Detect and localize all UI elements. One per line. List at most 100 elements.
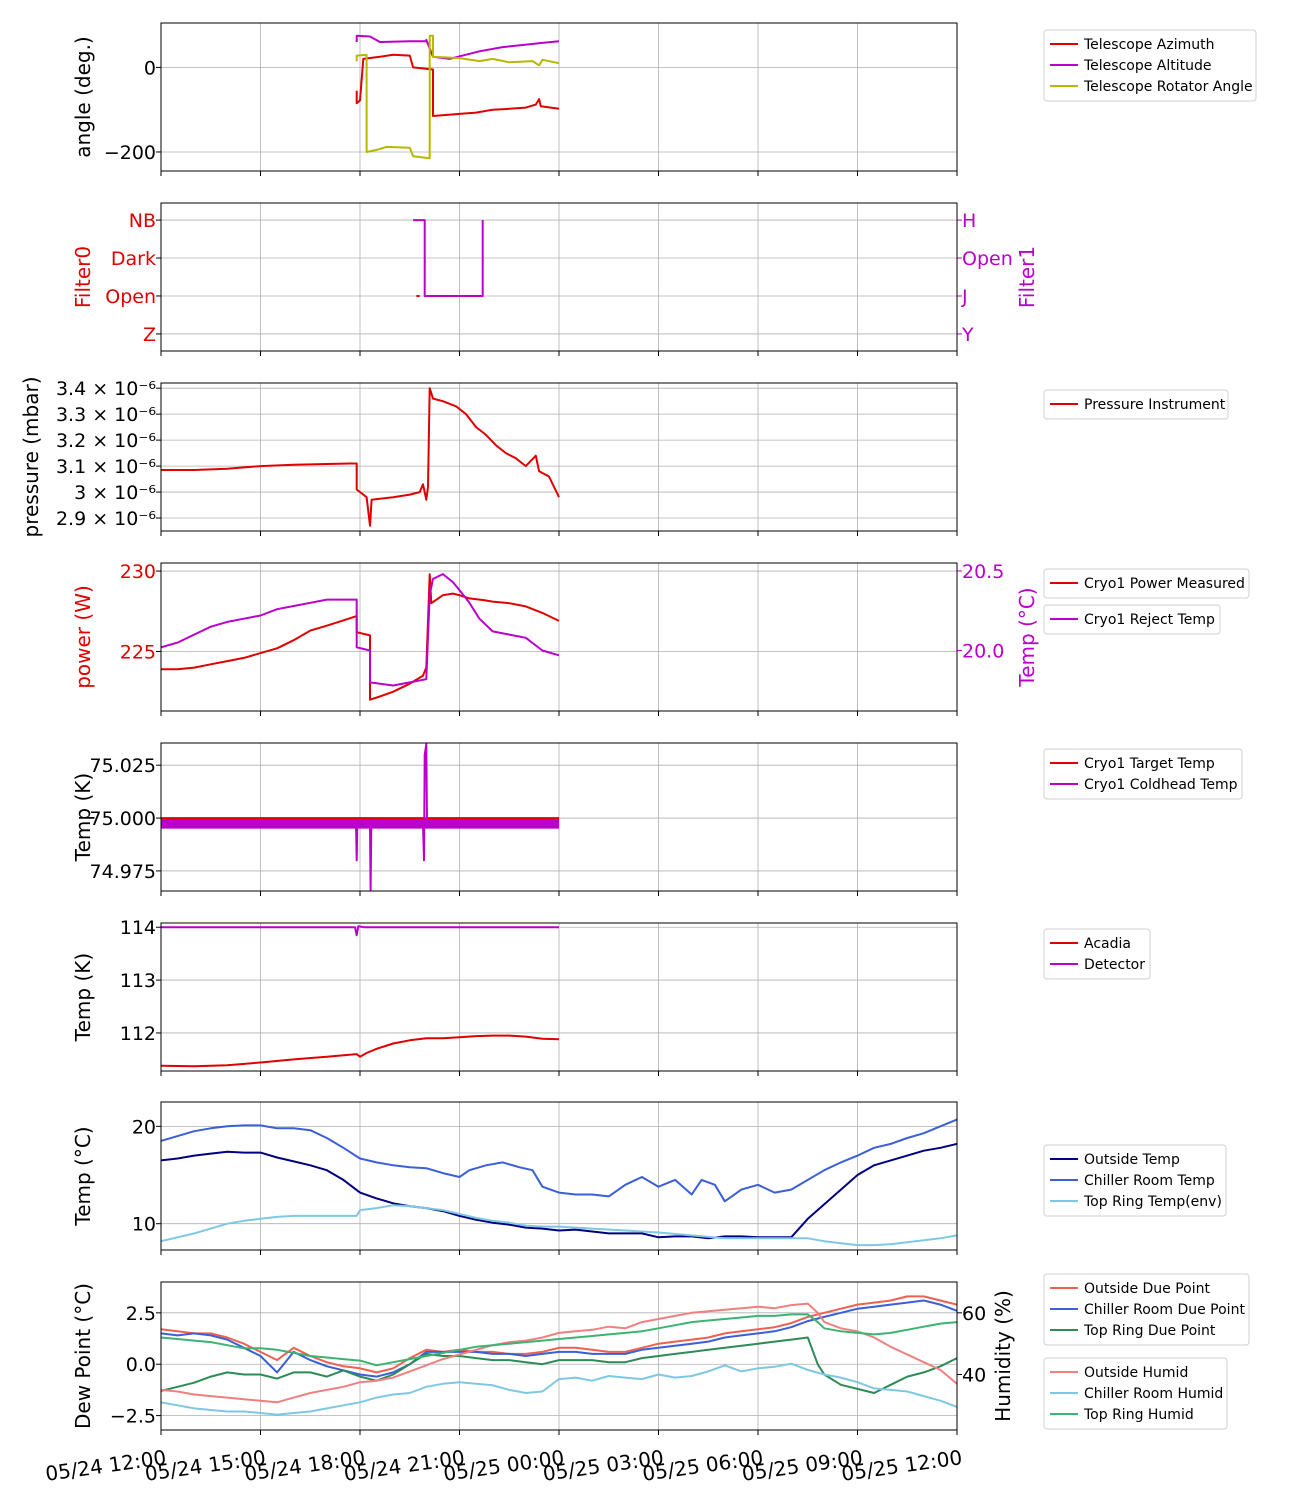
panel-4-ylabel: power (W) — [71, 585, 95, 689]
panel-1-legend-entry-0: Telescope Azimuth — [1083, 37, 1214, 53]
panel-4: 230 225 20.5 20.0 power (W) Temp (°C) — [71, 561, 1039, 716]
panel-7-ytick-1: 10 — [132, 1214, 156, 1236]
panel-8-series-3 — [161, 1302, 957, 1404]
panel-8-legend-entry-5: Top Ring Humid — [1083, 1407, 1194, 1423]
panel-1-series-2 — [355, 34, 560, 160]
panel-1-legend-entry-2: Telescope Rotator Angle — [1083, 79, 1253, 95]
panel-3-series-0 — [161, 387, 560, 527]
panel-1-ytick-0: 0 — [144, 57, 156, 79]
panel-8-ytick-right-0: 60 — [962, 1303, 986, 1325]
panel-8-ytick-1: 0.0 — [126, 1354, 156, 1376]
panel-2: NB Dark Open Z H Open JY Filter0 Filter1 — [71, 202, 1039, 356]
panel-7-series-0 — [161, 1142, 957, 1240]
panel-7-frame — [160, 1101, 958, 1251]
panel-8-series-5 — [161, 1313, 957, 1367]
panel-8-legend: Outside Due Point Chiller Room Due Point T… — [1043, 1273, 1250, 1346]
panel-3-ytick-3: 3.1 × 10⁻⁶ — [56, 456, 156, 478]
panel-2-ytick-right-3: Y — [961, 324, 974, 346]
panel-8-ylabel: Dew Point (°C) — [71, 1283, 95, 1429]
panel-1: 0 −200 angle (deg.) — [71, 22, 958, 176]
panel-8-series-4 — [161, 1362, 957, 1416]
panel-2-ytick-2: Open — [105, 286, 156, 308]
panel-3-ytick-1: 3.3 × 10⁻⁶ — [56, 404, 156, 426]
panel-7-legend-entry-1: Chiller Room Temp — [1084, 1173, 1215, 1189]
panel-3-ytick-2: 3.2 × 10⁻⁶ — [56, 430, 156, 452]
panel-4-legend-frame — [1043, 568, 1250, 599]
panel-6-legend-entry-1: Detector — [1084, 957, 1145, 973]
panel-2-ytick-right-0: H — [962, 210, 976, 232]
panel-8-ytick-0: 2.5 — [126, 1303, 156, 1325]
panel-5-ytick-1: 75.000 — [90, 808, 156, 830]
panel-3-ytick-5: 2.9 × 10⁻⁶ — [56, 508, 156, 530]
panel-6-series-0 — [161, 1034, 560, 1068]
panel-8-legend-entry-1: Chiller Room Due Point — [1084, 1302, 1245, 1318]
panel-2-ylabel: Filter0 — [71, 246, 95, 308]
panel-4-ytick-0: 230 — [120, 561, 156, 583]
panel-5-ytick-2: 74.975 — [90, 861, 156, 883]
panel-8-legend-frame — [1043, 1357, 1228, 1430]
panel-1-legend: Telescope Azimuth Telescope Altitude Teles… — [1043, 29, 1257, 102]
panel-8: 2.5 0.0 −2.5 60 40 Dew Point (°C) Humidity (%)… — [44, 1281, 1015, 1486]
panel-3: 3.4 × 10⁻⁶ 3.3 × 10⁻⁶ 3.2 × 10⁻⁶ 3.1 × 10⁻⁶… — [19, 376, 958, 538]
panel-4-ytick-1: 225 — [120, 641, 156, 663]
panel-8-legend-entry-4: Chiller Room Humid — [1084, 1386, 1223, 1402]
panel-8-series-0 — [161, 1295, 957, 1374]
panel-1-series-0 — [355, 53, 560, 117]
panel-8-legend-entry-3: Outside Humid — [1084, 1365, 1188, 1381]
panel-6-ytick-1: 113 — [120, 970, 156, 992]
panel-8-series-2 — [161, 1336, 957, 1394]
panel-7-legend-entry-0: Outside Temp — [1084, 1152, 1180, 1168]
panel-4-legend-frame — [1043, 604, 1221, 635]
panel-8-plot-area — [161, 1295, 957, 1416]
panel-6-series-1 — [161, 925, 559, 937]
panel-4-legend: Cryo1 Power Measured — [1043, 568, 1250, 599]
panel-2-ytick-3: Z — [143, 324, 156, 346]
panel-3-ytick-4: 3 × 10⁻⁶ — [74, 482, 156, 504]
panel-6-legend: Acadia Detector — [1043, 928, 1151, 980]
panel-5-legend-frame — [1043, 748, 1243, 800]
panel-3-legend: Pressure Instrument — [1043, 389, 1229, 420]
panel-4-series-1 — [161, 573, 560, 687]
panel-7-legend-entry-2: Top Ring Temp(env) — [1083, 1194, 1222, 1210]
panel-2-ytick-right-1: Open — [962, 248, 1013, 270]
panel-2-ytick-right-2: J — [961, 286, 968, 308]
panel-4-legend-entry-1: Cryo1 Reject Temp — [1084, 612, 1215, 628]
panel-4-frame — [160, 562, 958, 712]
panel-7-legend: Outside Temp Chiller Room Temp Top Ring Te… — [1043, 1144, 1227, 1217]
panel-3-ytick-0: 3.4 × 10⁻⁶ — [56, 378, 156, 400]
panel-4-legend: Cryo1 Reject Temp — [1043, 604, 1221, 635]
panel-5-ytick-0: 75.025 — [90, 755, 156, 777]
panel-7-series-2 — [161, 1204, 957, 1247]
panel-8-legend-entry-0: Outside Due Point — [1084, 1281, 1211, 1297]
panel-4-ytick-right-1: 20.0 — [962, 641, 1004, 663]
panel-7-ytick-0: 20 — [132, 1116, 156, 1138]
panel-5-series-1 — [355, 743, 428, 891]
panel-6-frame — [160, 922, 958, 1072]
panel-8-ytick-right-1: 40 — [962, 1365, 986, 1387]
panel-5-plot-area — [161, 743, 559, 891]
panel-4-ylabel-right: Temp (°C) — [1015, 587, 1039, 687]
panel-2-plot-area — [413, 219, 484, 297]
panel-6-ylabel: Temp (K) — [71, 953, 95, 1042]
panel-1-ylabel: angle (deg.) — [71, 36, 95, 158]
panel-6: 114 113 112 Temp (K) — [71, 917, 958, 1076]
panel-5-coldhead-band — [161, 818, 559, 829]
panel-7-plot-area — [161, 1118, 957, 1247]
panel-5-legend-entry-1: Cryo1 Coldhead Temp — [1084, 777, 1238, 793]
panel-1-ytick-1: −200 — [104, 142, 156, 164]
panel-6-legend-frame — [1043, 928, 1151, 980]
panel-5-legend: Cryo1 Target Temp Cryo1 Coldhead Temp — [1043, 748, 1243, 800]
panel-1-legend-frame — [1043, 29, 1257, 102]
panel-4-series-0 — [161, 573, 560, 701]
panel-8-legend-frame — [1043, 1273, 1250, 1346]
panel-4-legend-entry-0: Cryo1 Power Measured — [1084, 576, 1245, 592]
panel-5-frame — [160, 742, 958, 892]
panel-2-series-1 — [413, 219, 484, 297]
panel-6-ytick-0: 114 — [120, 917, 156, 939]
panel-3-plot-area — [161, 387, 560, 527]
panel-7-ylabel: Temp (°C) — [71, 1126, 95, 1226]
panel-6-ytick-2: 112 — [120, 1023, 156, 1045]
panel-7: 20 10 Temp (°C) — [71, 1101, 958, 1255]
